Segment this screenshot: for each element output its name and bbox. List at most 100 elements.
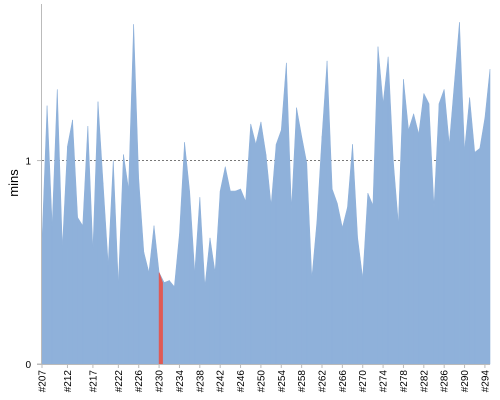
area-segment-208 [46,105,53,365]
x-tick-label-294: #294 [480,370,491,393]
x-tick-labels: #207 #212 #217 #222 #226 #230 #234 #238 #242 #246… [38,370,492,393]
y-tick-label-0: 0 [25,360,31,371]
area-segment-210 [56,89,63,365]
area-segment-237 [194,197,201,365]
y-tick-label-1: 1 [25,157,31,168]
area-segment-241 [214,191,221,365]
x-tick-label-222: #222 [114,370,125,393]
area-segment-282 [423,93,430,365]
area-segment-247 [245,123,252,365]
x-tick-label-238: #238 [195,370,206,393]
area-segment-292 [474,147,481,365]
x-tick-label-217: #217 [88,370,99,393]
area-segment-290 [464,97,470,365]
area-segment-238 [199,197,206,365]
area-segment-257 [296,107,302,365]
axis-layer [37,4,490,368]
area-segment-240 [209,237,216,365]
area-segment-273 [377,46,384,365]
area-segment-215 [82,125,89,365]
area-segment-255 [286,62,292,365]
area-segment-225 [133,24,140,365]
area-layer [41,22,491,365]
x-tick-label-290: #290 [460,370,471,393]
x-tick-label-212: #212 [63,370,74,393]
area-segment-283 [428,103,435,365]
area-segment-231 [163,280,170,365]
area-segment-221 [112,160,119,365]
area-segment-280 [413,113,420,365]
area-segment-268 [352,144,358,365]
area-segment-275 [387,56,394,365]
y-tick-labels: 01 [25,157,31,371]
x-tick-label-266: #266 [338,370,349,393]
area-segment-287 [448,83,455,365]
x-tick-label-246: #246 [236,370,247,393]
x-tick-label-278: #278 [399,370,410,393]
area-segment-281 [418,93,425,365]
area-segment-212 [67,119,73,365]
area-segment-248 [250,123,257,365]
x-tick-label-274: #274 [379,370,390,393]
area-segment-258 [301,136,308,365]
area-segment-207 [41,105,48,365]
area-segment-259 [306,162,313,365]
area-segment-229 [153,225,160,365]
area-segment-226 [138,178,145,365]
area-segment-253 [275,129,282,365]
area-segment-262 [321,60,328,365]
area-segment-267 [347,144,353,365]
area-segment-235 [184,142,190,365]
x-tick-label-286: #286 [440,370,451,393]
area-segment-217 [92,101,99,365]
area-segment-266 [342,207,348,365]
area-segment-246 [240,188,246,365]
area-segment-233 [174,233,180,365]
area-segment-269 [357,237,364,365]
area-segment-261 [316,136,323,365]
area-segment-254 [280,62,287,365]
area-segment-214 [77,216,84,365]
x-tick-label-270: #270 [358,370,369,393]
x-tick-label-226: #226 [134,370,145,393]
area-segment-218 [97,101,104,365]
area-segment-213 [72,119,78,365]
area-segment-288 [454,22,460,365]
area-segment-289 [459,22,465,365]
area-segment-209 [51,89,58,365]
x-tick-label-207: #207 [38,370,49,393]
area-segment-234 [179,142,185,365]
area-segment-228 [148,225,155,365]
area-segment-265 [336,203,343,365]
area-segment-276 [392,160,399,365]
x-tick-label-234: #234 [175,370,186,393]
area-segment-232 [168,279,175,365]
area-segment-243 [224,166,231,365]
area-segment-250 [260,121,267,365]
x-tick-label-262: #262 [318,370,329,393]
area-segment-239 [204,237,211,365]
x-tick-label-242: #242 [216,370,227,393]
area-segment-291 [469,97,476,365]
x-tick-label-250: #250 [256,370,267,393]
area-segment-244 [230,190,236,365]
area-segment-285 [438,89,445,365]
y-axis-label: mins [6,169,21,197]
area-segment-263 [326,60,333,365]
area-segment-284 [433,103,440,365]
area-segment-236 [189,191,196,365]
area-segment-277 [398,79,404,365]
x-tick-label-230: #230 [155,370,166,393]
area-segment-272 [372,46,379,365]
highlight-build-230 [158,272,163,365]
area-segment-294 [484,68,491,365]
area-segment-260 [311,221,318,365]
area-segment-211 [62,146,68,365]
area-segment-251 [265,154,272,365]
area-segment-279 [408,113,414,365]
area-segment-286 [443,89,450,365]
x-tick-label-282: #282 [419,370,430,393]
area-segment-256 [291,107,297,365]
area-segment-216 [87,125,94,365]
area-segment-270 [362,193,369,365]
